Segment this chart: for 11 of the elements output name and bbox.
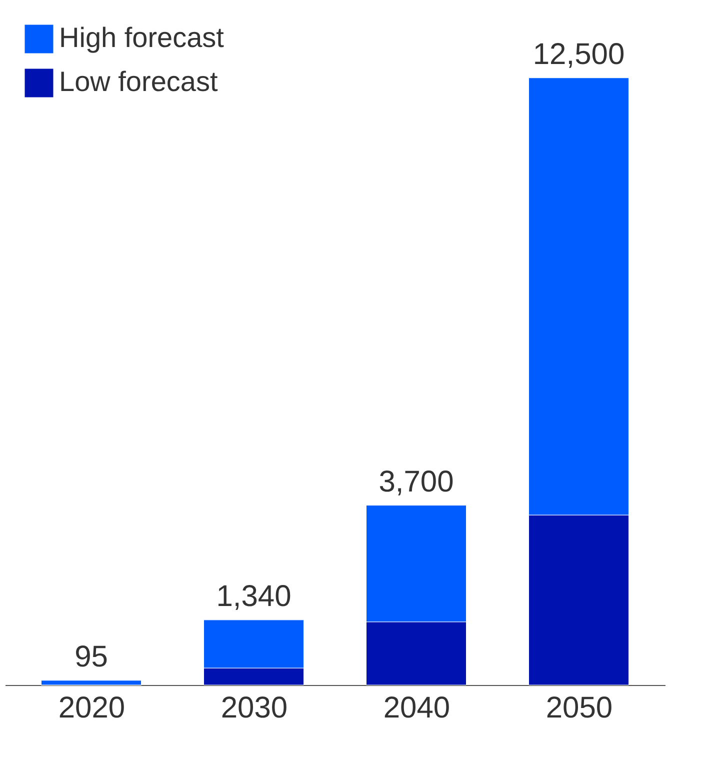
- legend-label: High forecast: [59, 22, 224, 53]
- annotation: 95: [74, 640, 108, 674]
- x-tick-label: 2050: [546, 692, 613, 724]
- x-tick-label: 2040: [383, 692, 450, 724]
- annotation: 12,500: [532, 38, 625, 71]
- bar: [41, 680, 142, 686]
- x-tick-label: 2020: [58, 692, 126, 724]
- x-tick-label: 2030: [220, 692, 288, 724]
- annotation: 3,700: [378, 465, 454, 498]
- legend-label: Low forecast: [59, 66, 218, 97]
- annotation: 1,340: [216, 580, 292, 613]
